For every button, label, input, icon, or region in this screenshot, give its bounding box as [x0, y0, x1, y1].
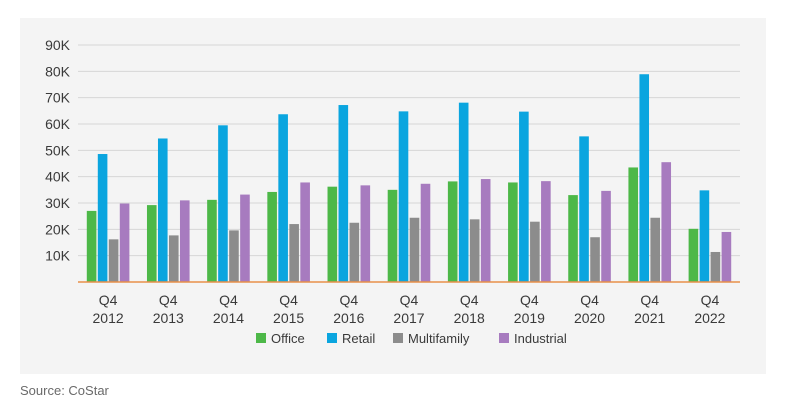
x-tick-label: 2022 [694, 310, 725, 326]
bar-retail [157, 138, 168, 282]
y-tick-label: 30K [45, 195, 71, 211]
x-tick-label: 2012 [93, 310, 124, 326]
bar-industrial [179, 200, 190, 282]
bar-retail [699, 190, 710, 282]
bar-office [327, 186, 338, 282]
y-tick-label: 20K [45, 221, 71, 237]
y-tick-label: 70K [45, 90, 71, 106]
x-tick-label: Q4 [640, 292, 659, 308]
legend-label-industrial: Industrial [514, 331, 567, 346]
bar-multifamily [409, 217, 420, 282]
bar-office [387, 189, 398, 282]
bar-retail [398, 111, 409, 282]
y-tick-label: 10K [45, 248, 71, 264]
x-tick-label: 2014 [213, 310, 244, 326]
bar-multifamily [710, 251, 721, 282]
bar-office [628, 167, 639, 282]
bar-industrial [601, 190, 611, 282]
bar-multifamily [650, 217, 661, 282]
bar-retail [278, 114, 288, 282]
bar-multifamily [168, 235, 179, 282]
legend-swatch-multifamily [393, 333, 403, 343]
legend-swatch-office [256, 333, 266, 343]
bar-industrial [360, 185, 371, 282]
x-tick-label: Q4 [701, 292, 720, 308]
legend-label-multifamily: Multifamily [408, 331, 470, 346]
x-tick-label: Q4 [580, 292, 599, 308]
y-tick-label: 60K [45, 116, 71, 132]
legend-swatch-industrial [499, 333, 509, 343]
x-tick-label: 2017 [393, 310, 424, 326]
x-tick-label: 2016 [333, 310, 364, 326]
bar-retail [338, 105, 349, 282]
bar-multifamily [349, 222, 360, 282]
x-tick-label: 2015 [273, 310, 304, 326]
bar-multifamily [289, 224, 299, 282]
bar-industrial [721, 231, 732, 282]
x-tick-label: Q4 [520, 292, 539, 308]
bar-office [508, 182, 518, 282]
bar-industrial [300, 182, 310, 282]
bar-multifamily [469, 219, 480, 282]
x-tick-label: Q4 [159, 292, 178, 308]
bar-retail [218, 125, 228, 282]
x-tick-label: Q4 [460, 292, 479, 308]
bar-industrial [240, 194, 250, 282]
bar-office [267, 191, 277, 282]
bar-multifamily [108, 239, 119, 282]
legend-label-office: Office [271, 331, 305, 346]
bar-industrial [541, 181, 551, 282]
bar-industrial [420, 183, 431, 282]
bar-office [447, 181, 458, 282]
bar-retail [579, 136, 589, 282]
y-tick-label: 90K [45, 37, 71, 53]
bar-multifamily [590, 237, 600, 282]
bar-industrial [119, 203, 130, 282]
x-tick-label: 2018 [454, 310, 485, 326]
bar-office [207, 199, 217, 282]
bar-office [86, 210, 97, 282]
x-tick-label: 2021 [634, 310, 665, 326]
bar-multifamily [229, 230, 239, 282]
legend-label-retail: Retail [342, 331, 375, 346]
x-tick-label: Q4 [339, 292, 358, 308]
x-tick-label: 2013 [153, 310, 184, 326]
bar-industrial [480, 179, 491, 282]
bar-retail [97, 154, 108, 282]
bar-retail [458, 102, 469, 282]
legend-swatch-retail [327, 333, 337, 343]
x-tick-label: Q4 [279, 292, 298, 308]
bar-office [568, 195, 578, 282]
y-tick-label: 40K [45, 169, 71, 185]
bar-office [146, 205, 157, 282]
bar-office [688, 228, 699, 282]
x-tick-label: 2019 [514, 310, 545, 326]
y-tick-label: 80K [45, 63, 71, 79]
source-note: Source: CoStar [20, 383, 109, 398]
x-tick-label: Q4 [400, 292, 419, 308]
bar-industrial [661, 162, 672, 282]
x-tick-label: Q4 [219, 292, 238, 308]
y-tick-label: 50K [45, 142, 71, 158]
x-tick-label: 2020 [574, 310, 605, 326]
x-tick-label: Q4 [99, 292, 118, 308]
bar-multifamily [530, 221, 540, 282]
bar-retail [639, 74, 650, 282]
bar-retail [519, 111, 529, 282]
